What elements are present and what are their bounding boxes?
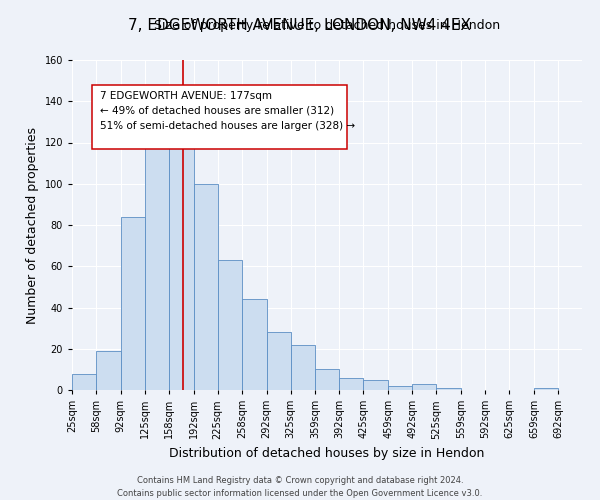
Bar <box>316 370 340 390</box>
Text: 7 EDGEWORTH AVENUE: 177sqm
← 49% of detached houses are smaller (312)
51% of sem: 7 EDGEWORTH AVENUE: 177sqm ← 49% of deta… <box>100 90 355 131</box>
Bar <box>364 380 388 390</box>
Bar <box>145 116 169 390</box>
Bar <box>290 344 316 390</box>
Bar <box>266 332 290 390</box>
Text: Contains HM Land Registry data © Crown copyright and database right 2024.
Contai: Contains HM Land Registry data © Crown c… <box>118 476 482 498</box>
Bar <box>436 388 461 390</box>
Bar <box>534 388 558 390</box>
Bar <box>96 351 121 390</box>
Bar <box>72 374 96 390</box>
Text: 7, EDGEWORTH AVENUE, LONDON, NW4 4EX: 7, EDGEWORTH AVENUE, LONDON, NW4 4EX <box>128 18 472 32</box>
Y-axis label: Number of detached properties: Number of detached properties <box>26 126 39 324</box>
Bar <box>169 140 194 390</box>
FancyBboxPatch shape <box>92 84 347 149</box>
Bar <box>121 217 145 390</box>
Bar <box>242 299 266 390</box>
Bar <box>388 386 412 390</box>
Bar <box>194 184 218 390</box>
Bar <box>412 384 436 390</box>
X-axis label: Distribution of detached houses by size in Hendon: Distribution of detached houses by size … <box>169 447 485 460</box>
Title: Size of property relative to detached houses in Hendon: Size of property relative to detached ho… <box>154 20 500 32</box>
Bar <box>218 260 242 390</box>
Bar <box>340 378 364 390</box>
